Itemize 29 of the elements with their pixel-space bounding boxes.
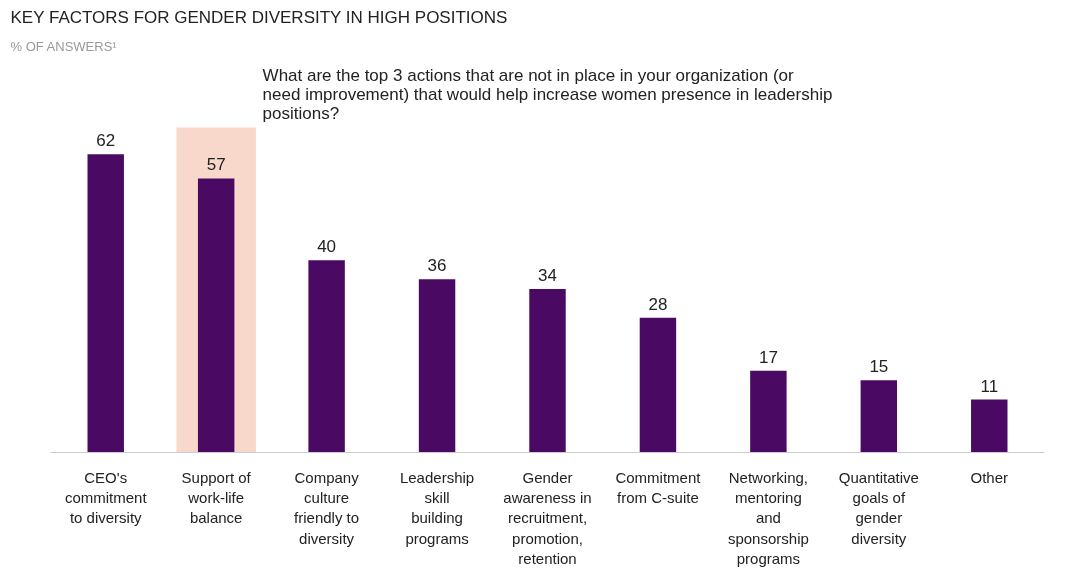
bar <box>529 288 566 453</box>
data-label: 62 <box>96 131 116 151</box>
data-label: 28 <box>648 294 668 314</box>
x-tick-label: Gender awareness in recruitment, promotion, retention <box>503 468 592 568</box>
bar <box>860 380 898 453</box>
text: What are the top 3 actions that are not in place in your organization (or need improvement) that would help increase women presence in leadership positions? <box>262 65 833 123</box>
bar <box>418 279 456 453</box>
bar <box>750 370 787 453</box>
x-tick-label: Company culture friendly to diversity <box>294 468 360 547</box>
bar <box>639 317 677 453</box>
data-label: 15 <box>869 357 889 377</box>
data-label: 36 <box>427 256 447 276</box>
bar <box>308 260 345 453</box>
x-tick-label: Support of work-life balance <box>181 468 252 527</box>
x-tick-label: Other <box>970 468 1009 486</box>
x-tick-label: Leadership skill building programs <box>399 468 475 547</box>
data-label: 34 <box>538 265 557 285</box>
x-tick-label: Networking, mentoring and sponsorship programs <box>727 468 809 568</box>
data-label: 11 <box>980 376 999 396</box>
data-label: 17 <box>758 347 778 367</box>
chart-title: KEY FACTORS FOR GENDER DIVERSITY IN HIGH POSITIONS <box>10 7 508 27</box>
data-label: 40 <box>317 237 337 257</box>
x-tick-label: Commitment from C-suite <box>615 468 702 506</box>
bar <box>971 399 1008 453</box>
data-label: 57 <box>206 155 226 175</box>
bar <box>87 154 124 453</box>
x-tick-label: CEO's commitment to diversity <box>64 468 148 527</box>
x-tick-label: Quantitative goals of gender diversity <box>838 468 919 547</box>
chart-subtitle: % OF ANSWERS¹ <box>10 38 118 54</box>
